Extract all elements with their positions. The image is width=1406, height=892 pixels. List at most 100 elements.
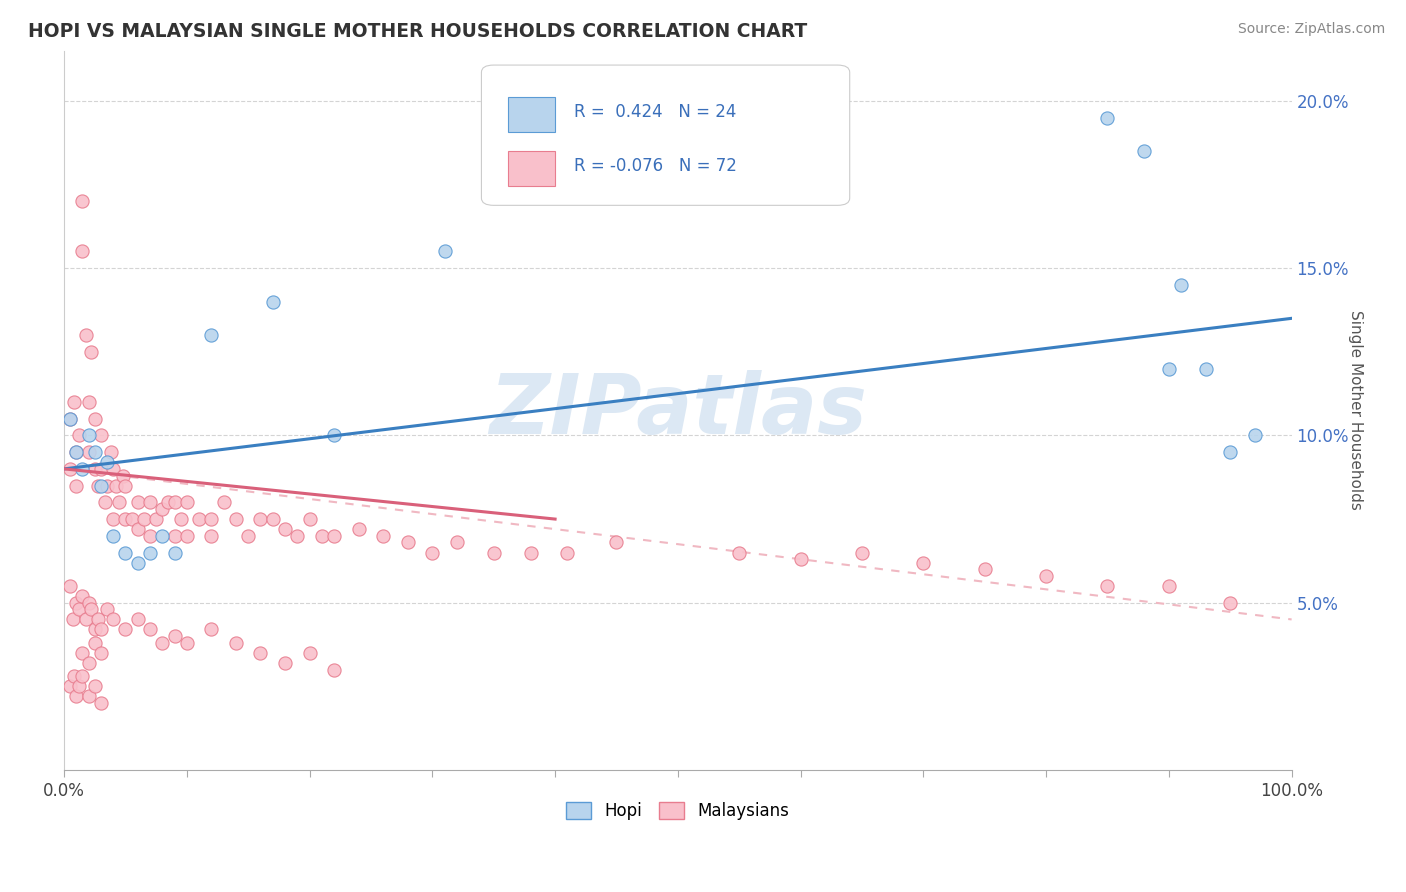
Point [728,545,751,559]
Point [912,556,935,570]
Point [605,535,627,549]
Point [80,602,103,616]
Point [77,445,100,459]
Point [311,529,333,543]
Point [200,529,222,543]
Point [87,478,110,492]
Point [104,478,127,492]
Point [114,512,136,526]
Point [150,502,173,516]
Point [63,669,86,683]
Point [72,589,94,603]
Point [225,512,247,526]
Point [1157,361,1180,376]
Bar [509,152,555,186]
Point [262,512,284,526]
Point [1035,569,1057,583]
Text: R = -0.076   N = 72: R = -0.076 N = 72 [574,157,737,175]
Point [323,529,346,543]
Point [150,636,173,650]
Point [249,512,271,526]
Point [157,495,180,509]
Point [114,545,136,559]
Point [101,612,124,626]
Point [482,545,505,559]
Point [274,656,297,670]
Point [90,646,112,660]
Text: HOPI VS MALAYSIAN SINGLE MOTHER HOUSEHOLDS CORRELATION CHART: HOPI VS MALAYSIAN SINGLE MOTHER HOUSEHOL… [28,22,807,41]
Point [90,696,112,710]
Point [139,495,162,509]
Point [1097,579,1119,593]
Point [83,623,105,637]
Point [163,529,186,543]
Point [127,522,149,536]
Point [145,512,167,526]
Point [72,194,94,209]
Point [114,478,136,492]
Point [59,411,82,425]
Point [77,395,100,409]
Point [59,579,82,593]
Point [65,690,87,704]
Point [1170,277,1192,292]
Point [77,656,100,670]
Point [65,445,87,459]
Point [65,445,87,459]
Point [96,455,118,469]
Point [93,495,115,509]
Point [200,512,222,526]
Text: Source: ZipAtlas.com: Source: ZipAtlas.com [1237,22,1385,37]
Point [238,529,260,543]
Point [127,612,149,626]
Point [225,636,247,650]
Point [72,669,94,683]
Point [83,462,105,476]
Point [1097,111,1119,125]
Point [274,522,297,536]
Point [200,623,222,637]
Point [1219,596,1241,610]
Point [87,612,110,626]
Point [90,478,112,492]
Point [77,596,100,610]
Point [75,612,97,626]
Point [139,623,162,637]
Point [90,623,112,637]
Text: R =  0.424   N = 24: R = 0.424 N = 24 [574,103,735,120]
Point [59,411,82,425]
Point [65,478,87,492]
Point [150,529,173,543]
Point [83,679,105,693]
Point [59,679,82,693]
Point [1243,428,1265,442]
Point [170,512,193,526]
Point [83,636,105,650]
Bar [509,97,555,132]
Point [67,602,90,616]
Point [96,602,118,616]
Point [396,535,419,549]
Point [77,428,100,442]
Point [557,545,579,559]
Point [83,411,105,425]
Point [90,462,112,476]
Point [298,646,321,660]
Point [1157,579,1180,593]
Point [111,468,134,483]
Point [59,462,82,476]
Point [100,445,122,459]
Point [163,495,186,509]
Point [176,495,198,509]
Point [323,663,346,677]
Point [433,244,456,259]
Point [262,294,284,309]
Point [176,636,198,650]
Point [121,512,143,526]
Point [789,552,811,566]
Point [188,512,211,526]
Point [323,428,346,442]
Point [127,495,149,509]
Point [446,535,468,549]
Point [114,623,136,637]
